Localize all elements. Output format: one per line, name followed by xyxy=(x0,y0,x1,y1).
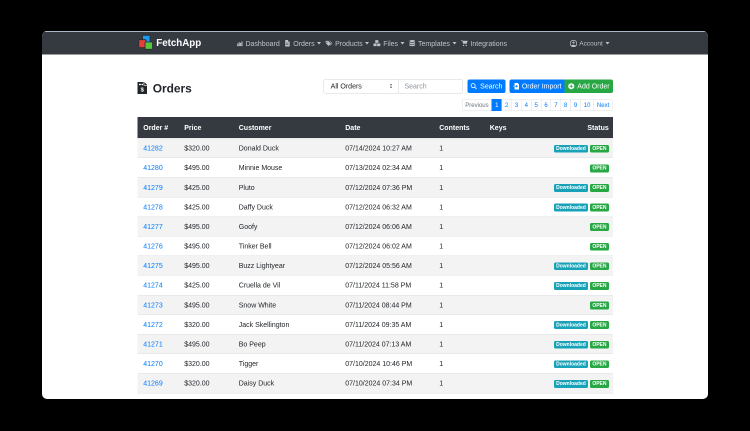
svg-text:$: $ xyxy=(140,87,144,93)
